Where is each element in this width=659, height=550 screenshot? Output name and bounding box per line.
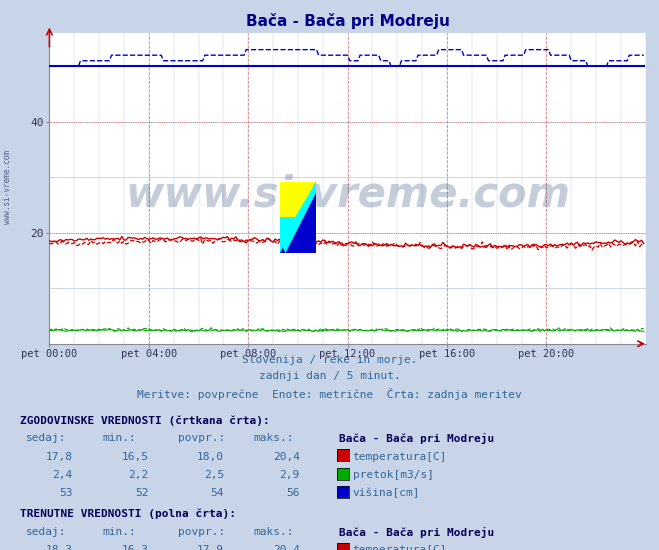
Text: 52: 52	[135, 488, 148, 498]
Text: Bača - Bača pri Modreju: Bača - Bača pri Modreju	[339, 527, 495, 538]
Text: povpr.:: povpr.:	[178, 527, 225, 537]
Text: Bača - Bača pri Modreju: Bača - Bača pri Modreju	[339, 433, 495, 444]
Polygon shape	[280, 217, 316, 253]
Text: 16,3: 16,3	[121, 545, 148, 550]
Text: 2,5: 2,5	[204, 470, 224, 480]
Text: 53: 53	[59, 488, 72, 498]
Text: TRENUTNE VREDNOSTI (polna črta):: TRENUTNE VREDNOSTI (polna črta):	[20, 509, 236, 519]
Title: Bača - Bača pri Modreju: Bača - Bača pri Modreju	[246, 13, 449, 29]
Text: 2,9: 2,9	[279, 470, 300, 480]
Text: 56: 56	[287, 488, 300, 498]
Polygon shape	[280, 182, 316, 253]
Text: višina[cm]: višina[cm]	[353, 488, 420, 498]
Text: zadnji dan / 5 minut.: zadnji dan / 5 minut.	[258, 371, 401, 381]
Text: www.si-vreme.com: www.si-vreme.com	[125, 174, 570, 216]
Text: 54: 54	[211, 488, 224, 498]
Text: pretok[m3/s]: pretok[m3/s]	[353, 470, 434, 480]
Text: 2,4: 2,4	[52, 470, 72, 480]
Text: 2,2: 2,2	[128, 470, 148, 480]
Text: sedaj:: sedaj:	[26, 527, 67, 537]
Text: 18,0: 18,0	[197, 452, 224, 461]
Text: maks.:: maks.:	[254, 433, 294, 443]
Polygon shape	[280, 182, 316, 217]
Text: 20,4: 20,4	[273, 452, 300, 461]
Text: maks.:: maks.:	[254, 527, 294, 537]
Text: 20,4: 20,4	[273, 545, 300, 550]
Text: Meritve: povprečne  Enote: metrične  Črta: zadnja meritev: Meritve: povprečne Enote: metrične Črta:…	[137, 388, 522, 400]
Text: 17,9: 17,9	[197, 545, 224, 550]
Text: sedaj:: sedaj:	[26, 433, 67, 443]
Polygon shape	[280, 182, 316, 253]
Text: ZGODOVINSKE VREDNOSTI (črtkana črta):: ZGODOVINSKE VREDNOSTI (črtkana črta):	[20, 415, 270, 426]
Text: 17,8: 17,8	[45, 452, 72, 461]
Text: 16,5: 16,5	[121, 452, 148, 461]
Text: 18,3: 18,3	[45, 545, 72, 550]
Text: povpr.:: povpr.:	[178, 433, 225, 443]
Text: Slovenija / reke in morje.: Slovenija / reke in morje.	[242, 355, 417, 365]
Text: min.:: min.:	[102, 527, 136, 537]
Text: www.si-vreme.com: www.si-vreme.com	[3, 150, 13, 224]
Text: temperatura[C]: temperatura[C]	[353, 545, 447, 550]
Text: temperatura[C]: temperatura[C]	[353, 452, 447, 461]
Text: min.:: min.:	[102, 433, 136, 443]
